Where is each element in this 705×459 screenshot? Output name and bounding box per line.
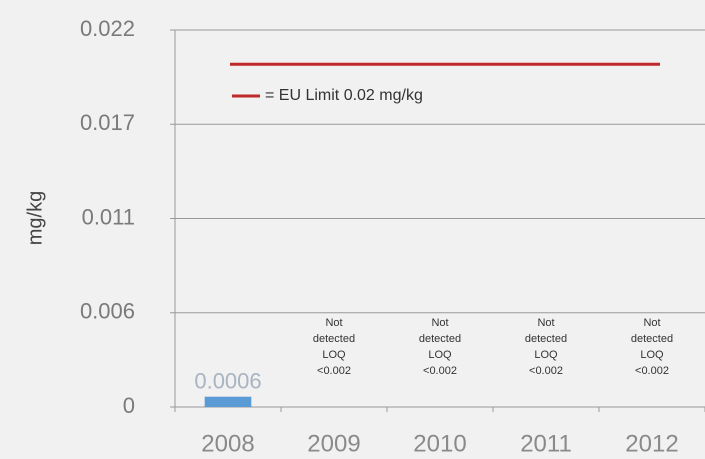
y-tick-label: 0.011 bbox=[82, 204, 135, 229]
legend-label: = EU Limit 0.02 mg/kg bbox=[265, 87, 423, 104]
annotation: LOQ bbox=[534, 349, 558, 361]
y-tick-label: 0.006 bbox=[80, 299, 135, 324]
annotation: detected bbox=[631, 333, 673, 345]
annotation: detected bbox=[525, 333, 567, 345]
annotation: detected bbox=[313, 333, 355, 345]
annotation: <0.002 bbox=[317, 365, 351, 377]
x-tick-label: 2011 bbox=[520, 430, 572, 457]
y-tick-label: 0.017 bbox=[80, 110, 135, 135]
annotation: detected bbox=[419, 333, 461, 345]
x-tick-label: 2008 bbox=[201, 430, 254, 457]
annotation: <0.002 bbox=[635, 365, 669, 377]
annotation: Not bbox=[431, 317, 448, 329]
annotation: <0.002 bbox=[529, 365, 563, 377]
annotation: Not bbox=[537, 317, 554, 329]
annotation: LOQ bbox=[428, 349, 452, 361]
x-tick-label: 2009 bbox=[307, 430, 360, 457]
annotation: LOQ bbox=[640, 349, 664, 361]
y-tick-label: 0 bbox=[123, 393, 135, 418]
x-tick-label: 2010 bbox=[413, 430, 466, 457]
annotation: Not bbox=[325, 317, 342, 329]
y-axis-label: mg/kg bbox=[24, 191, 46, 245]
y-tick-label: 0.022 bbox=[80, 16, 135, 41]
annotation: Not bbox=[643, 317, 660, 329]
annotation: <0.002 bbox=[423, 365, 457, 377]
annotation: LOQ bbox=[322, 349, 346, 361]
data-label: 0.0006 bbox=[194, 369, 261, 394]
bar bbox=[204, 396, 252, 407]
x-tick-label: 2012 bbox=[625, 430, 678, 457]
